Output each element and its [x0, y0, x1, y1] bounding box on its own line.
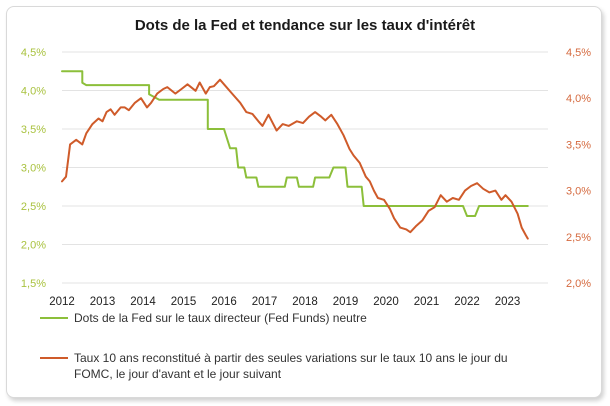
right-axis: 2,0% 2,5% 3,0% 3,5% 4,0% 4,5%	[566, 47, 591, 290]
right-tick-label: 4,0%	[566, 93, 591, 105]
left-tick-label: 3,0%	[21, 163, 46, 175]
x-tick-label: 2015	[171, 296, 197, 308]
x-tick-label: 2021	[414, 296, 440, 308]
left-tick-label: 2,0%	[21, 240, 46, 252]
x-axis: 2012 2013 2014 2015 2016 2017 2018 2019 2020 2021…	[49, 296, 520, 308]
left-tick-label: 4,5%	[21, 47, 46, 59]
right-tick-label: 3,5%	[566, 139, 591, 151]
x-tick-label: 2016	[211, 296, 237, 308]
ten-year-rate-line	[61, 78, 529, 240]
legend: Dots de la Fed sur le taux directeur (Fe…	[40, 311, 508, 381]
right-tick-label: 3,0%	[566, 186, 591, 198]
left-tick-label: 4,0%	[21, 86, 46, 98]
x-tick-label: 2012	[49, 296, 75, 308]
legend-label: Taux 10 ans reconstitué à partir des seu…	[74, 351, 508, 381]
x-tick-label: 2018	[292, 296, 318, 308]
left-tick-label: 1,5%	[21, 278, 46, 290]
left-axis: 1,5% 2,0% 2,5% 3,0% 3,5% 4,0% 4,5%	[21, 47, 46, 290]
legend-label: Dots de la Fed sur le taux directeur (Fe…	[74, 311, 367, 325]
x-tick-label: 2023	[495, 296, 521, 308]
left-tick-label: 2,5%	[21, 201, 46, 213]
fed-dots-line	[61, 70, 529, 217]
chart-title: Dots de la Fed et tendance sur les taux …	[135, 17, 475, 34]
series-lines	[61, 70, 529, 240]
x-tick-label: 2017	[252, 296, 278, 308]
right-tick-label: 2,0%	[566, 278, 591, 290]
x-tick-label: 2022	[454, 296, 480, 308]
right-tick-label: 4,5%	[566, 47, 591, 59]
left-tick-label: 3,5%	[21, 124, 46, 136]
x-tick-label: 2014	[130, 296, 156, 308]
right-tick-label: 2,5%	[566, 232, 591, 244]
x-tick-label: 2013	[90, 296, 116, 308]
x-tick-label: 2019	[333, 296, 359, 308]
gridlines	[62, 51, 548, 284]
x-tick-label: 2020	[373, 296, 399, 308]
chart-frame	[6, 6, 602, 398]
